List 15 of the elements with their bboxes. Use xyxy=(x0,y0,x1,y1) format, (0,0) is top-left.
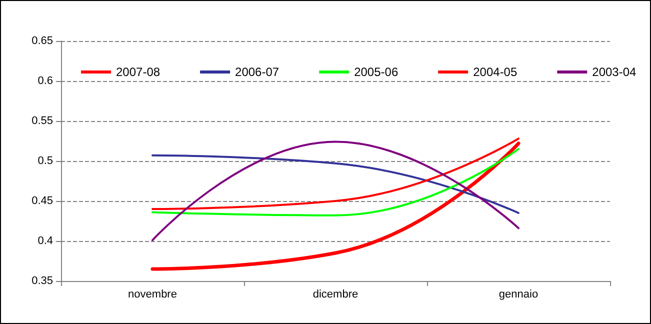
y-tick-label: 0.5 xyxy=(38,155,53,167)
y-tick-label: 0.35 xyxy=(32,275,53,287)
y-tick-label: 0.55 xyxy=(32,115,53,127)
legend-label: 2005-06 xyxy=(354,65,398,79)
y-tick-label: 0.6 xyxy=(38,75,53,87)
legend-label: 2003-04 xyxy=(592,65,637,79)
x-tick-label: dicembre xyxy=(312,288,358,300)
x-tick-label: novembre xyxy=(128,288,177,300)
legend-label: 2004-05 xyxy=(473,65,518,79)
legend-label: 2006-07 xyxy=(235,65,280,79)
y-tick-label: 0.65 xyxy=(32,35,53,47)
legend-label: 2007-08 xyxy=(116,65,160,79)
y-tick-label: 0.45 xyxy=(32,195,53,207)
x-tick-label: gennaio xyxy=(498,288,538,300)
y-tick-label: 0.4 xyxy=(38,235,53,247)
